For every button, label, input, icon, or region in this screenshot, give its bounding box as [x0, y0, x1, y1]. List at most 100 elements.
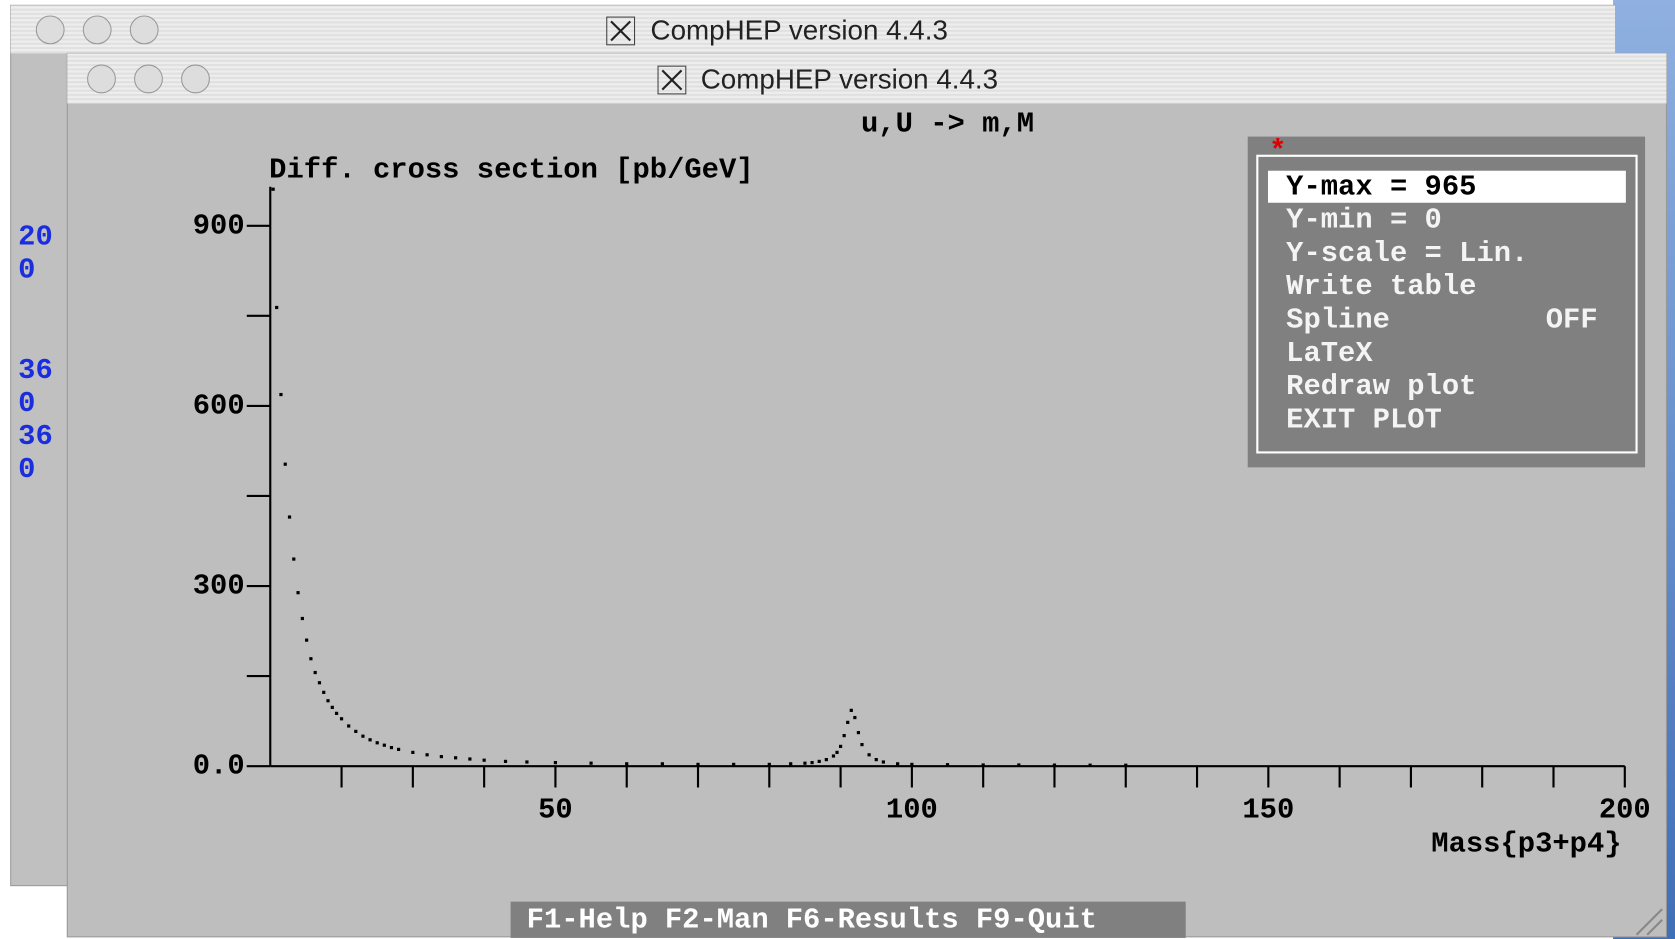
menu-item[interactable]: Spline [1286, 304, 1390, 337]
window-title: CompHEP version 4.4.3 [651, 14, 948, 45]
point [842, 733, 846, 738]
x-axis-label: Mass{p3+p4} [1431, 828, 1621, 861]
terminal-text: 0 [18, 387, 35, 420]
x-tick-label: 50 [538, 794, 573, 827]
point [322, 690, 326, 694]
point [411, 750, 415, 754]
menu-item[interactable]: Y-max = 965 [1286, 170, 1476, 203]
point [334, 711, 339, 715]
point [874, 758, 878, 762]
point [305, 638, 309, 642]
point [292, 557, 296, 561]
menu-item-state[interactable]: OFF [1546, 304, 1598, 337]
function-key-bar [510, 901, 1186, 938]
point [553, 761, 558, 765]
point [846, 720, 850, 724]
point [1017, 763, 1021, 767]
point [867, 753, 871, 757]
point [981, 763, 985, 767]
function-key[interactable]: F9-Quit [976, 903, 1097, 936]
point [317, 681, 322, 685]
menu-item[interactable]: Write table [1286, 270, 1476, 303]
point [1088, 763, 1092, 767]
point [824, 758, 828, 762]
point [810, 761, 814, 765]
terminal-text: 36 [18, 354, 53, 387]
close-button[interactable] [87, 64, 116, 94]
point [279, 392, 283, 397]
point [439, 754, 443, 759]
point [803, 761, 807, 765]
title-bar [10, 5, 1616, 54]
zoom-button[interactable] [129, 15, 159, 45]
point [1052, 763, 1057, 767]
point [525, 760, 529, 764]
point [732, 762, 736, 767]
point [856, 730, 861, 735]
menu-highlight [1268, 170, 1626, 203]
function-key[interactable]: F6-Results [786, 903, 959, 936]
minimize-button[interactable] [134, 64, 163, 94]
point [849, 708, 853, 712]
x-tick-label: 200 [1599, 794, 1651, 827]
menu-item[interactable]: Y-min = 0 [1286, 204, 1442, 237]
point [287, 515, 292, 519]
point [589, 761, 593, 765]
function-key[interactable]: F2-Man [665, 903, 769, 936]
point [382, 743, 386, 747]
point [354, 729, 358, 733]
point [482, 758, 486, 762]
minimize-button[interactable] [82, 15, 112, 45]
title-bar [67, 53, 1667, 104]
point [283, 462, 287, 466]
point [309, 657, 313, 661]
point [389, 745, 394, 750]
terminal-text: 20 [18, 221, 53, 254]
point [910, 762, 914, 767]
point [326, 699, 330, 703]
point [896, 762, 900, 766]
point [831, 754, 836, 758]
point [296, 591, 300, 595]
point [330, 705, 334, 709]
point [339, 717, 344, 721]
point [313, 670, 317, 675]
point [838, 744, 843, 748]
menu-marker: * [1269, 135, 1286, 168]
point [767, 762, 771, 767]
y-tick-label: 600 [193, 390, 245, 423]
chart-title: u,U -> m,M [861, 107, 1034, 140]
menu-item[interactable]: EXIT PLOT [1286, 403, 1442, 436]
menu-item[interactable]: Redraw plot [1286, 370, 1476, 403]
function-key[interactable]: F1-Help [527, 903, 648, 936]
point [300, 616, 304, 621]
point [275, 305, 279, 310]
point [375, 741, 379, 745]
point [347, 724, 351, 728]
point [625, 762, 629, 766]
front-window: CompHEP version 4.4.3 [66, 52, 1667, 938]
close-button[interactable] [35, 15, 65, 45]
point [1124, 763, 1128, 767]
point [454, 756, 458, 760]
point [503, 759, 508, 764]
point [835, 750, 839, 754]
point [789, 762, 793, 766]
x-tick-label: 150 [1242, 794, 1294, 827]
menu-item[interactable]: Y-scale = Lin. [1286, 237, 1528, 270]
y-tick-label: 0.0 [193, 750, 245, 783]
point [271, 187, 275, 191]
menu-item[interactable]: LaTeX [1286, 337, 1373, 370]
point [361, 734, 365, 738]
point [860, 742, 864, 747]
plot: u,U -> m,M Diff. cross section [pb/GeV] … [193, 107, 1651, 860]
point [853, 715, 857, 720]
x-icon [657, 65, 687, 95]
resize-grip[interactable] [1635, 908, 1663, 936]
terminal-text: 0 [18, 254, 35, 287]
zoom-button[interactable] [181, 64, 210, 94]
y-tick-label: 300 [193, 570, 245, 603]
